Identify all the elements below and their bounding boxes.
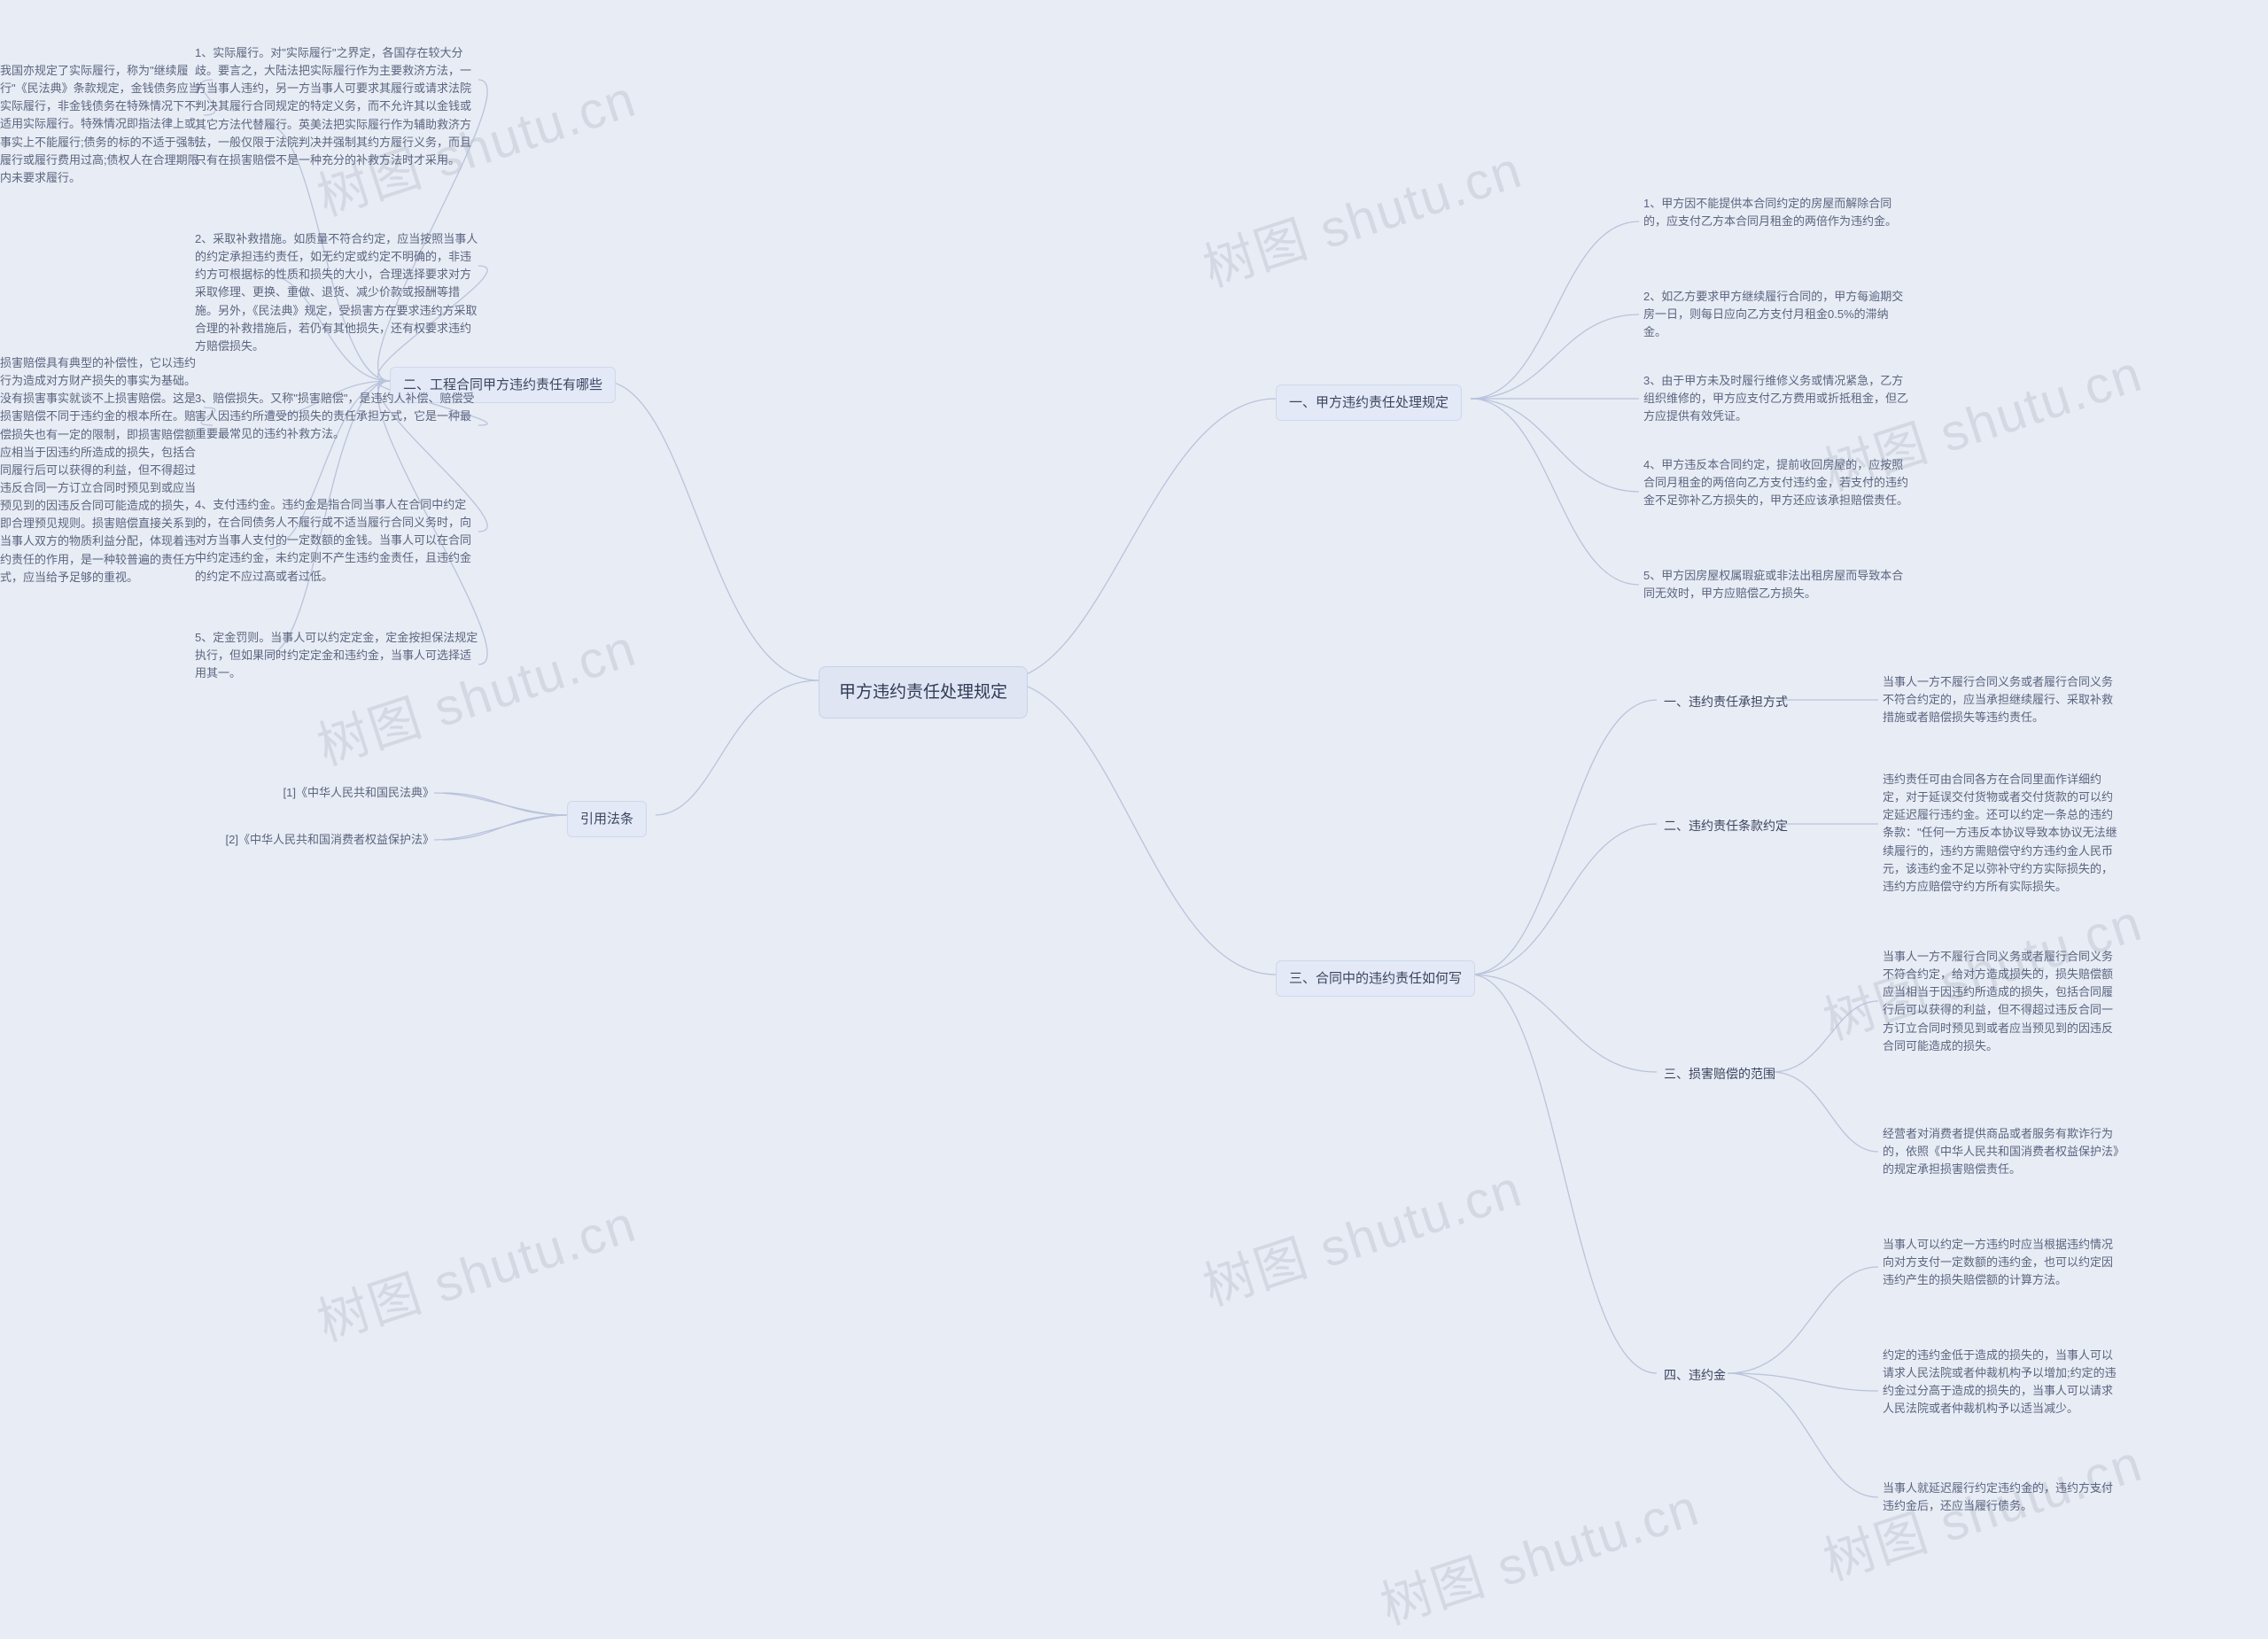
branch3-sub3-text2: 经营者对消费者提供商品或者服务有欺诈行为的，依照《中华人民共和国消费者权益保护法… [1883,1125,2122,1178]
branch-right-3: 三、合同中的违约责任如何写 [1276,960,1475,997]
branch3-sub4-text2: 约定的违约金低于造成的损失的，当事人可以请求人民法院或者仲裁机构予以增加;约定的… [1883,1347,2122,1418]
b2-item1-side: 我国亦规定了实际履行，称为"继续履行"《民法典》条款规定，金钱债务应当实际履行，… [0,62,204,187]
b2-item4: 4、支付违约金。违约金是指合同当事人在合同中约定的，在合同债务人不履行或不适当履… [195,496,478,586]
branch-left-ref: 引用法条 [567,801,647,837]
branch3-sub1: 一、违约责任承担方式 [1657,689,1795,716]
watermark: 树图 shutu.cn [1370,1465,1707,1638]
branch1-item-4: 4、甲方违反本合同约定，提前收回房屋的，应按照合同月租金的两倍向乙方支付违约金，… [1643,456,1909,509]
watermark: 树图 shutu.cn [307,1182,644,1355]
branch3-sub3: 三、损害赔偿的范围 [1657,1061,1783,1088]
branch1-item-5: 5、甲方因房屋权属瑕疵或非法出租房屋而导致本合同无效时，甲方应赔偿乙方损失。 [1643,567,1909,602]
branch1-item-1: 1、甲方因不能提供本合同约定的房屋而解除合同的，应支付乙方本合同月租金的两倍作为… [1643,195,1909,230]
root-node: 甲方违约责任处理规定 [819,666,1028,719]
watermark: 树图 shutu.cn [1192,128,1530,300]
branch1-item-2: 2、如乙方要求甲方继续履行合同的，甲方每逾期交房一日，则每日应向乙方支付月租金0… [1643,288,1909,341]
branch3-sub4-text1: 当事人可以约定一方违约时应当根据违约情况向对方支付一定数额的违约金，也可以约定因… [1883,1236,2122,1289]
branch3-sub2: 二、违约责任条款约定 [1657,813,1795,840]
branch1-item-3: 3、由于甲方未及时履行维修义务或情况紧急，乙方组织维修的，甲方应支付乙方费用或折… [1643,372,1909,425]
branch3-sub2-text: 违约责任可由合同各方在合同里面作详细约定，对于延误交付货物或者交付货款的可以约定… [1883,771,2122,896]
b2-item3: 3、赔偿损失。又称"损害赔偿"，是违约人补偿、赔偿受害人因违约所遭受的损失的责任… [195,390,478,443]
branch3-sub3-text1: 当事人一方不履行合同义务或者履行合同义务不符合约定，给对方造成损失的，损失赔偿额… [1883,948,2122,1055]
branch3-sub4-text3: 当事人就延迟履行约定违约金的，违约方支付违约金后，还应当履行债务。 [1883,1480,2122,1515]
branch3-sub4: 四、违约金 [1657,1363,1733,1389]
ref-item-2: [2]《中华人民共和国消费者权益保护法》 [226,831,434,849]
ref-item-1: [1]《中华人民共和国民法典》 [284,784,434,802]
branch-right-1: 一、甲方违约责任处理规定 [1276,385,1462,421]
branch3-sub1-text: 当事人一方不履行合同义务或者履行合同义务不符合约定的，应当承担继续履行、采取补救… [1883,673,2122,726]
b2-item2: 2、采取补救措施。如质量不符合约定，应当按照当事人的约定承担违约责任，如无约定或… [195,230,478,355]
b2-item1: 1、实际履行。对"实际履行"之界定，各国存在较大分歧。要言之，大陆法把实际履行作… [195,44,478,169]
b2-item3-side: 损害赔偿具有典型的补偿性，它以违约行为造成对方财产损失的事实为基础。没有损害事实… [0,354,204,586]
b2-item5: 5、定金罚则。当事人可以约定定金，定金按担保法规定执行，但如果同时约定定金和违约… [195,629,478,682]
watermark: 树图 shutu.cn [1192,1146,1530,1319]
